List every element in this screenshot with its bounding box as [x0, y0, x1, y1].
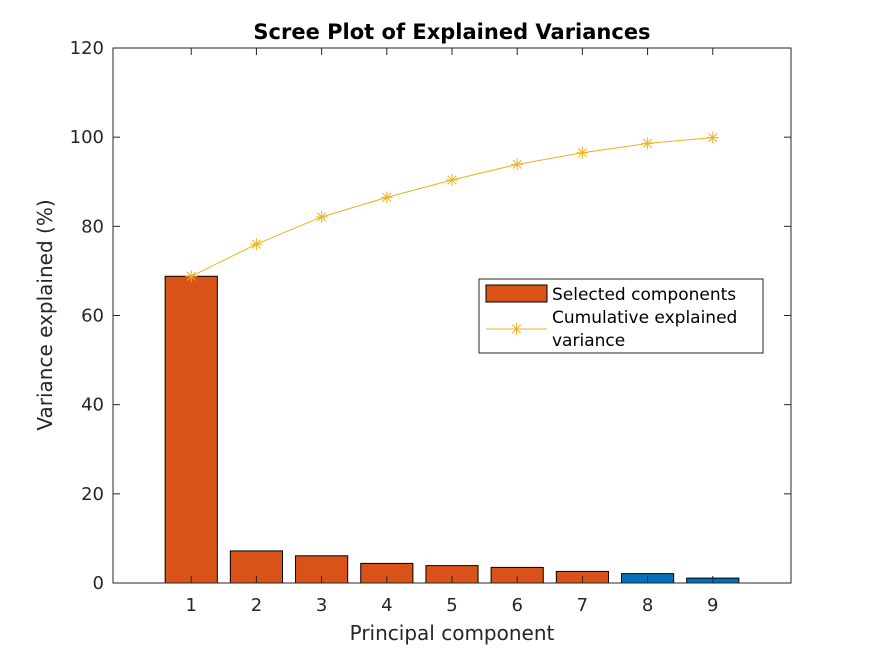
x-tick-label-5: 5	[446, 595, 457, 616]
y-tick-label: 0	[93, 573, 104, 594]
cumulative-point-5	[446, 173, 458, 186]
cumulative-point-4	[380, 191, 393, 204]
y-axis: 0 20 40 60 80 100 120	[70, 38, 791, 594]
y-tick-label: 40	[81, 395, 104, 416]
legend: Selected components Cumulative explained…	[478, 278, 764, 354]
x-tick-label-6: 6	[511, 595, 522, 616]
cumulative-point-3	[315, 210, 328, 223]
cumulative-point-8	[641, 137, 654, 150]
chart-title: Scree Plot of Explained Variances	[253, 20, 650, 44]
legend-bar-swatch	[485, 284, 548, 303]
cumulative-line-group	[185, 131, 719, 283]
bar-1	[164, 275, 218, 584]
cumulative-point-1	[185, 270, 198, 283]
y-axis-label: Variance explained (%)	[33, 199, 57, 430]
x-tick-label-3: 3	[316, 595, 327, 616]
cumulative-point-9	[706, 131, 719, 144]
legend-label-cumulative: Cumulative explained variance	[552, 308, 743, 351]
cumulative-point-7	[576, 146, 589, 159]
cumulative-point-6	[511, 158, 524, 171]
x-tick-label-4: 4	[381, 595, 392, 616]
y-tick-label: 100	[70, 127, 104, 148]
x-tick-label-2: 2	[251, 595, 262, 616]
cumulative-point-2	[250, 238, 263, 251]
y-tick-label: 120	[70, 38, 104, 59]
legend-label-selected: Selected components	[552, 285, 736, 305]
x-axis: 1 2 3 4 5 6 7 8 9	[186, 48, 718, 616]
x-tick-label-9: 9	[707, 595, 718, 616]
legend-star-marker	[510, 323, 523, 335]
x-tick-label-7: 7	[577, 595, 588, 616]
cumulative-line	[191, 137, 713, 277]
y-tick-label: 80	[81, 216, 104, 237]
y-tick-label: 20	[81, 484, 104, 505]
legend-star	[510, 323, 523, 335]
x-tick-label-1: 1	[186, 595, 197, 616]
x-axis-label: Principal component	[350, 621, 555, 645]
bars-group	[164, 275, 740, 584]
x-tick-label-8: 8	[642, 595, 653, 616]
y-tick-label: 60	[81, 306, 104, 327]
